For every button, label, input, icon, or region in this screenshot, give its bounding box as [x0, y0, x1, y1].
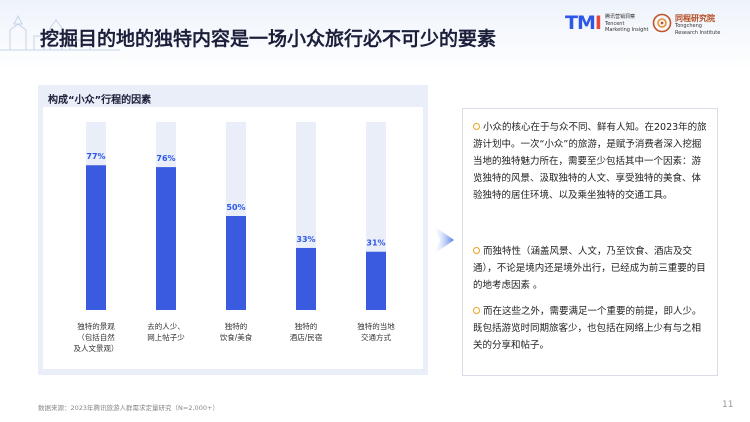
chart-area: 77% 独特的景观 （包括自然 及人文景观） 76% 去的人少、 网上帖子少 50% 独特的 饮食… — [43, 107, 423, 369]
bullet-icon — [473, 307, 480, 314]
category-label: 独特的 — [295, 321, 318, 331]
data-label: 77% — [86, 152, 105, 161]
data-label: 33% — [296, 235, 315, 244]
tongcheng-research-logo: 同程研究院 Tongcheng Research Institute — [652, 12, 732, 38]
category-label: 网上帖子少 — [147, 332, 185, 342]
page-number: 11 — [722, 400, 734, 410]
bar — [86, 165, 106, 310]
skyline-decoration-icon — [0, 14, 120, 51]
category-label: 去的人少、 — [147, 321, 185, 331]
header-band — [0, 0, 750, 70]
category-label: 独特的当地 — [357, 321, 395, 331]
insight-paragraph: 而独特性（涵盖风景、人文，乃至饮食、酒店及交通），不论是境内还是境外出行，已经成… — [473, 246, 706, 291]
bar — [366, 251, 386, 310]
tmi-logo-mark: TMI — [565, 12, 602, 34]
data-label: 50% — [226, 203, 245, 212]
tencent-marketing-insight-logo: TMI 腾讯营销洞察 Tencent Marketing Insight — [565, 12, 648, 38]
tongcheng-logo-text: 同程研究院 Tongcheng Research Institute — [675, 14, 721, 36]
category-label: 酒店/民宿 — [290, 332, 323, 342]
data-source-note: 数据来源：2023年腾讯旅游人群需求定量研究（N=2,000+） — [38, 404, 219, 412]
bullet-icon — [473, 123, 480, 130]
category-label: （包括自然 — [77, 332, 115, 342]
category-label: 独特的 — [225, 321, 248, 331]
page-title: 挖掘目的地的独特内容是一场小众旅行必不可少的要素 — [40, 28, 497, 50]
bullet-icon — [473, 247, 480, 254]
category-label: 独特的景观 — [77, 321, 115, 331]
category-label: 及人文景观） — [74, 343, 119, 353]
chart-title: 构成“小众”行程的因素 — [48, 95, 152, 106]
arrow-right-icon — [434, 226, 454, 254]
category-label: 饮食/美食 — [220, 332, 253, 342]
data-label: 31% — [366, 239, 385, 248]
tongcheng-logo-icon — [652, 13, 672, 33]
bar-chart: 77%独特的景观（包括自然及人文景观）76%去的人少、网上帖子少50%独特的饮食… — [74, 122, 395, 353]
insight-text-panel: 小众的核心在于与众不同、鲜有人知。在2023年的旅游计划中。一次“小众”的旅游，… — [462, 108, 718, 376]
data-label: 76% — [156, 154, 175, 163]
bar — [226, 216, 246, 310]
bar — [296, 247, 316, 310]
tmi-logo-text: 腾讯营销洞察 Tencent Marketing Insight — [605, 14, 649, 33]
category-label: 交通方式 — [361, 332, 391, 342]
chart-panel: 构成“小众”行程的因素 77% 独特的景观 （包括自然 及人文景观） 76% 去的人少、网… — [38, 85, 428, 375]
insight-paragraph: 小众的核心在于与众不同、鲜有人知。在2023年的旅游计划中。一次“小众”的旅游，… — [473, 122, 707, 201]
bar — [156, 167, 176, 310]
insight-paragraph: 而在这些之外，需要满足一个重要的前提，即人少。既包括游览时同期旅客少，也包括在网… — [473, 306, 702, 351]
